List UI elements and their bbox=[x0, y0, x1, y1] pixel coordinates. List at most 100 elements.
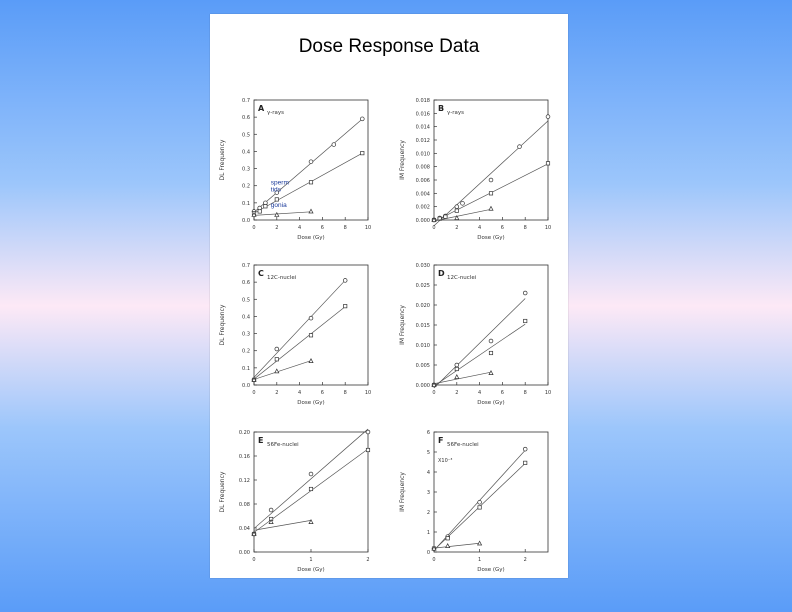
x-tick-label: 10 bbox=[365, 225, 371, 231]
x-tick-label: 2 bbox=[524, 557, 527, 563]
y-tick-label: 0.6 bbox=[242, 115, 250, 121]
panel-label: A bbox=[258, 104, 265, 113]
data-point bbox=[251, 531, 257, 536]
chart-f: 0 1 2 3 4 5 6 0 1 2 Dose (Gy) IM Frequency F 56Fe-nuc… bbox=[399, 430, 549, 573]
y-tick-label: 0.005 bbox=[416, 363, 430, 369]
y-axis-label: IM Frequency bbox=[399, 140, 406, 180]
data-point bbox=[522, 290, 528, 296]
plot-frame bbox=[433, 264, 549, 386]
series-fit-line bbox=[433, 323, 526, 387]
data-point bbox=[477, 505, 482, 510]
panel-subtitle: γ-rays bbox=[447, 110, 464, 116]
x-tick-label: 4 bbox=[478, 390, 481, 396]
y-tick-label: 0.018 bbox=[416, 98, 430, 104]
y-tick-label: 0.010 bbox=[416, 151, 430, 157]
panel-label: D bbox=[438, 269, 445, 278]
data-point bbox=[343, 304, 348, 309]
data-point bbox=[342, 278, 348, 283]
data-point bbox=[360, 151, 365, 156]
y-tick-label: 0.020 bbox=[416, 303, 430, 309]
data-point bbox=[263, 200, 268, 206]
x-tick-label: 2 bbox=[455, 225, 458, 231]
series-label: gonia bbox=[271, 202, 287, 209]
data-point bbox=[523, 460, 528, 465]
y-tick-label: 2 bbox=[427, 510, 430, 516]
data-point bbox=[454, 208, 459, 213]
series-fit-line bbox=[433, 542, 480, 549]
series-fit-line bbox=[253, 152, 363, 214]
panel-label: E bbox=[258, 436, 263, 445]
y-tick-label: 0.004 bbox=[416, 191, 430, 197]
y-tick-label: 0.0 bbox=[242, 218, 250, 224]
data-point bbox=[308, 180, 314, 185]
data-point bbox=[454, 362, 460, 368]
y-tick-label: 0.08 bbox=[239, 502, 250, 508]
slide-title: Dose Response Data bbox=[298, 36, 480, 57]
panel-label: F bbox=[438, 436, 443, 445]
data-point bbox=[477, 540, 483, 546]
x-tick-label: 8 bbox=[524, 390, 527, 396]
data-point bbox=[268, 507, 274, 513]
data-point bbox=[488, 370, 494, 375]
data-point bbox=[545, 161, 551, 166]
y-tick-label: 0.7 bbox=[242, 98, 250, 104]
series-fit-line bbox=[433, 371, 492, 385]
x-tick-label: 1 bbox=[478, 557, 481, 563]
x-tick-label: 8 bbox=[344, 225, 347, 231]
y-axis-label: DL Frequency bbox=[219, 471, 226, 512]
data-point bbox=[251, 376, 257, 382]
data-point bbox=[517, 144, 522, 149]
series-fit-line bbox=[253, 280, 346, 378]
y-tick-label: 0.16 bbox=[239, 454, 250, 460]
chart-e: 0.00 0.04 0.08 0.12 0.16 0.20 0 1 2 Dose (Gy) DL F… bbox=[219, 428, 371, 573]
panel-subtitle: 56Fe-nuclei bbox=[447, 442, 479, 448]
panel-a: 0.0 0.1 0.2 0.3 0.4 0.5 0.6 0.7 0 2 4 6 8 10 Dose (Gy)… bbox=[210, 92, 382, 252]
y-tick-label: 0.0 bbox=[242, 383, 250, 389]
series-fit-line bbox=[433, 298, 526, 389]
series-fit-line bbox=[253, 428, 369, 529]
panel-subtitle: 12C-nuclei bbox=[447, 275, 477, 281]
y-tick-label: 0 bbox=[427, 550, 430, 556]
data-point bbox=[308, 333, 314, 338]
series-fit-line bbox=[253, 211, 312, 216]
y-tick-label: 0.025 bbox=[416, 283, 430, 289]
x-tick-label: 10 bbox=[545, 390, 551, 396]
panel-subtitle: 56Fe-nuclei bbox=[267, 442, 299, 448]
data-point bbox=[268, 519, 274, 524]
data-point bbox=[445, 536, 450, 541]
panel-c: 0.0 0.1 0.2 0.3 0.4 0.5 0.6 0.7 0 2 4 6 8 10 Dose (Gy)… bbox=[210, 257, 382, 417]
y-tick-label: 0.002 bbox=[416, 205, 430, 211]
y-tick-label: 0.3 bbox=[242, 167, 250, 173]
y-tick-label: 6 bbox=[427, 430, 430, 436]
y-axis-label: DL Frequency bbox=[219, 139, 226, 180]
x-axis-label: Dose (Gy) bbox=[297, 400, 324, 406]
x-tick-label: 10 bbox=[365, 390, 371, 396]
x-tick-label: 2 bbox=[455, 390, 458, 396]
y-tick-label: 0.12 bbox=[239, 478, 250, 484]
chart-d: 0.000 0.005 0.010 0.015 0.020 0.025 0.030 0 2 4 6 8… bbox=[399, 263, 551, 406]
panel-f: 0 1 2 3 4 5 6 0 1 2 Dose (Gy) IM Frequency F 56Fe-nuc… bbox=[390, 424, 562, 584]
data-point bbox=[443, 214, 448, 219]
chart-c: 0.0 0.1 0.2 0.3 0.4 0.5 0.6 0.7 0 2 4 6 8 10 Dose (Gy)… bbox=[219, 263, 371, 406]
y-tick-label: 0.012 bbox=[416, 138, 430, 144]
data-point bbox=[488, 191, 494, 196]
y-tick-label: 0.014 bbox=[416, 125, 430, 131]
data-point bbox=[445, 543, 451, 548]
data-point bbox=[331, 142, 337, 147]
y-tick-label: 0.6 bbox=[242, 280, 250, 286]
data-point bbox=[460, 201, 465, 206]
data-point bbox=[263, 204, 268, 209]
y-tick-label: 0.3 bbox=[242, 332, 250, 338]
y-tick-label: 5 bbox=[427, 450, 430, 456]
y-tick-label: 0.030 bbox=[416, 263, 430, 269]
chart-a: 0.0 0.1 0.2 0.3 0.4 0.5 0.6 0.7 0 2 4 6 8 10 Dose (Gy)… bbox=[219, 98, 371, 241]
x-tick-label: 0 bbox=[252, 390, 255, 396]
x-tick-label: 6 bbox=[501, 390, 504, 396]
y-tick-label: 0.4 bbox=[242, 314, 250, 320]
x-tick-label: 6 bbox=[321, 225, 324, 231]
data-point bbox=[308, 315, 314, 321]
x-tick-label: 10 bbox=[545, 225, 551, 231]
series-fit-line bbox=[253, 360, 312, 380]
panel-b: 0.000 0.002 0.004 0.006 0.008 0.010 0.012 0.014… bbox=[390, 92, 562, 252]
plot-frame bbox=[253, 264, 369, 386]
